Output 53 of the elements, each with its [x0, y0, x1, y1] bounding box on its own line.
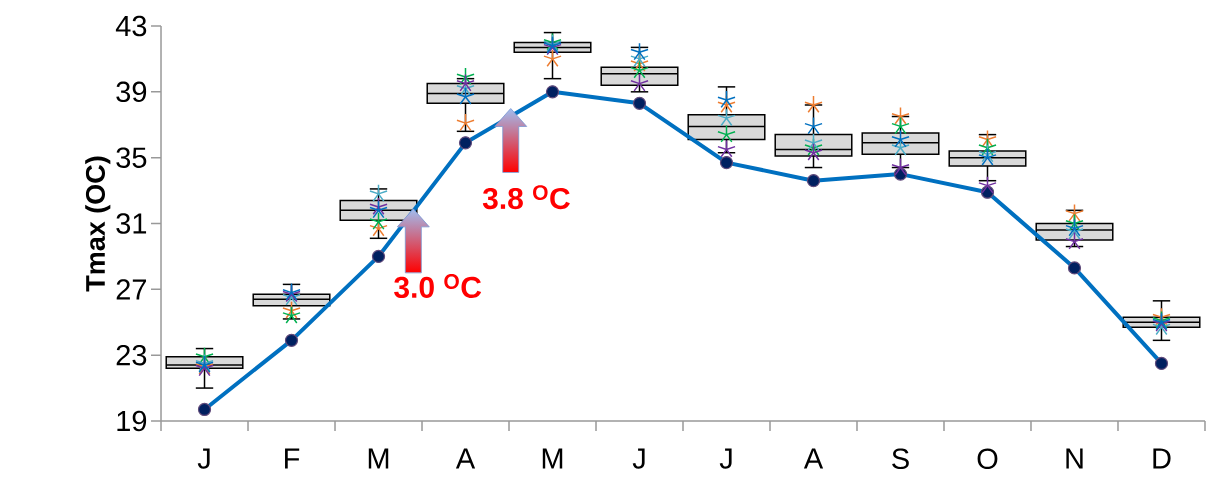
x-tick-label: A: [455, 448, 476, 469]
y-tick-label: 39: [116, 81, 147, 103]
y-axis-title: Tmax (OC): [85, 156, 111, 292]
point: [630, 60, 649, 79]
annotation: 3.8 $^{O}$C: [482, 185, 570, 210]
point: [1065, 203, 1084, 222]
point: [543, 49, 562, 67]
y-tick-label: 19: [117, 410, 147, 432]
point: [978, 175, 997, 194]
point: [717, 139, 736, 158]
point: [891, 157, 910, 176]
point: [369, 212, 388, 230]
y-tick-label: 43: [115, 15, 147, 37]
point: [891, 116, 910, 135]
y-tick-label: 27: [116, 279, 147, 300]
y-tick-label: 23: [116, 344, 147, 366]
annotation: 3.0 $^{O}$C: [394, 274, 482, 299]
point: [804, 142, 823, 161]
x-tick-label: O: [977, 448, 998, 470]
point: [1065, 231, 1084, 250]
point: [456, 87, 475, 105]
x-tick-label: N: [1066, 448, 1083, 469]
point: [804, 116, 823, 135]
x-tick-label: J: [632, 448, 645, 469]
point: [717, 124, 736, 143]
point: [630, 73, 649, 92]
point: [369, 184, 388, 202]
y-tick-label: 31: [116, 213, 147, 234]
x-tick-label: A: [803, 448, 824, 469]
x-tick-label: F: [285, 448, 300, 469]
point: [456, 73, 475, 92]
point: [978, 138, 997, 156]
x-tick-label: D: [1153, 448, 1171, 469]
point: [891, 106, 910, 125]
x-tick-label: J: [197, 448, 210, 469]
point: [717, 108, 736, 127]
x-tick-label: M: [542, 448, 563, 469]
point: [804, 133, 823, 151]
point: [630, 42, 649, 61]
x-tick-label: J: [719, 448, 732, 469]
point: [282, 300, 301, 319]
y-tick-label: 35: [116, 147, 147, 168]
point: [891, 129, 910, 148]
point: [804, 95, 823, 114]
point: [282, 305, 301, 324]
point: [1065, 213, 1084, 232]
point: [195, 347, 214, 365]
point: [717, 90, 736, 109]
point: [456, 113, 475, 132]
point: [456, 67, 475, 86]
point: [978, 129, 997, 148]
x-tick-label: M: [368, 448, 389, 469]
x-tick-label: S: [892, 448, 909, 470]
